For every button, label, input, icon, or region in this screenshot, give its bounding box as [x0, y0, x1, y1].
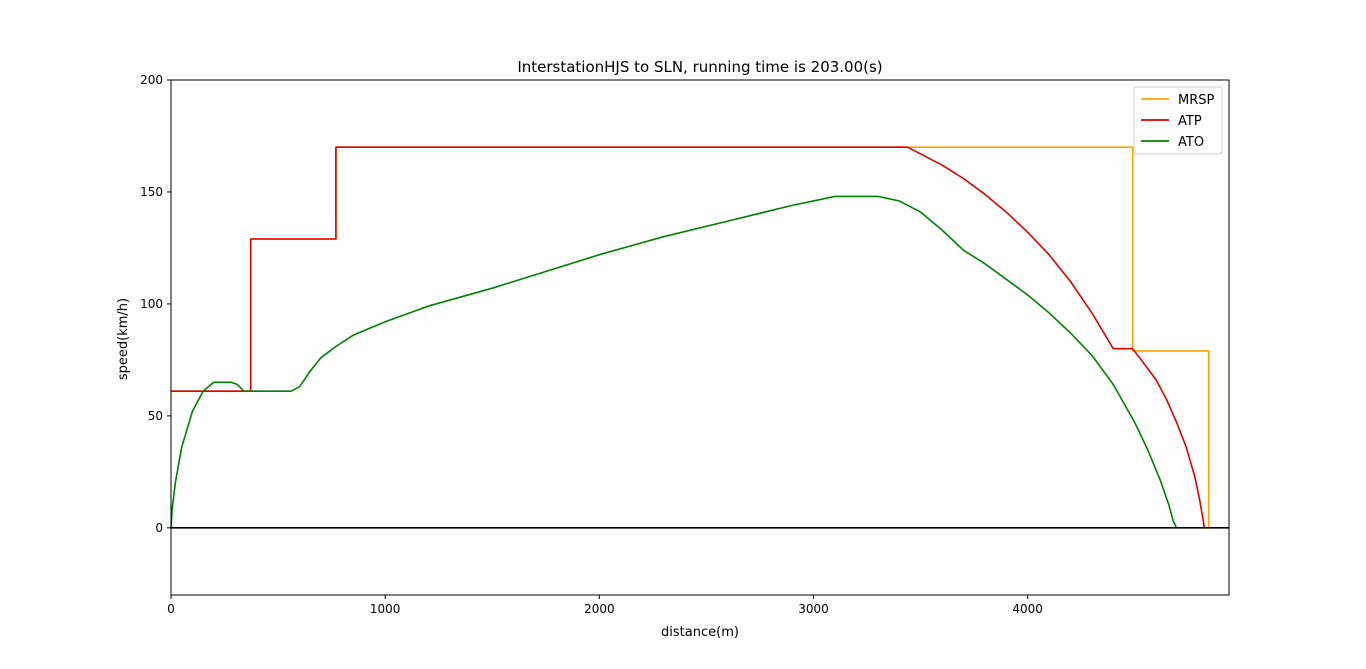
chart-marks	[170, 146, 1229, 529]
chart-title: InterstationHJS to SLN, running time is …	[517, 58, 882, 76]
legend-box	[1133, 86, 1223, 155]
series-line-ato	[170, 195, 1178, 529]
y-tick-label: 200	[140, 73, 163, 87]
x-tick-label: 0	[167, 602, 175, 616]
chart-legend: MRSP ATP ATO	[1133, 86, 1223, 155]
series-line-mrsp	[171, 146, 1210, 529]
chart-axes: 0 1000 2000 3000 4000 0 50 100 150 200	[140, 73, 1230, 616]
y-tick-label: 150	[140, 185, 163, 199]
x-axis-label: distance(m)	[661, 625, 739, 640]
y-tick-label: 0	[155, 521, 163, 535]
legend-label-mrsp: MRSP	[1178, 93, 1215, 108]
x-tick-label: 4000	[1012, 602, 1043, 616]
series-line-atp	[171, 146, 1206, 528]
x-tick-label: 1000	[370, 602, 401, 616]
plot-frame	[170, 79, 1230, 596]
y-axis-label: speed(km/h)	[116, 298, 131, 380]
y-tick-label: 50	[148, 409, 163, 423]
legend-label-atp: ATP	[1178, 114, 1202, 129]
legend-label-ato: ATO	[1178, 135, 1204, 150]
x-tick-label: 3000	[798, 602, 829, 616]
y-tick-label: 100	[140, 297, 163, 311]
x-tick-label: 2000	[584, 602, 615, 616]
